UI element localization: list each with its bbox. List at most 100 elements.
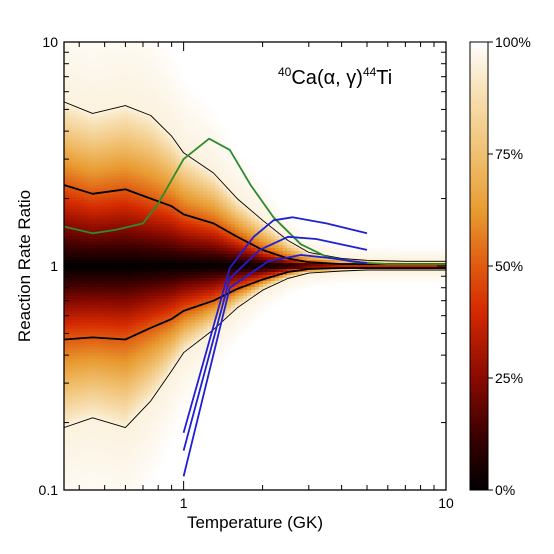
colorbar-tick-label: 75% xyxy=(495,146,523,162)
density-column xyxy=(434,42,439,490)
density-column xyxy=(163,42,169,490)
density-column xyxy=(115,42,121,490)
density-column xyxy=(430,42,435,490)
density-column xyxy=(334,42,340,490)
density-column xyxy=(103,42,109,490)
density-column xyxy=(175,42,180,490)
x-axis-ticks: 1 10 xyxy=(78,42,454,511)
density-column xyxy=(358,42,364,490)
y-axis-label: Reaction Rate Ratio xyxy=(15,190,34,342)
colorbar xyxy=(469,41,489,491)
density-column xyxy=(171,42,177,490)
density-column xyxy=(310,42,316,490)
density-column xyxy=(274,42,280,490)
density-column xyxy=(91,42,97,490)
density-column xyxy=(203,42,208,490)
density-column xyxy=(302,42,308,490)
density-column xyxy=(294,42,300,490)
density-column xyxy=(255,42,260,490)
density-column xyxy=(199,42,204,490)
contour-outer-lower xyxy=(64,269,446,429)
density-column xyxy=(438,42,443,490)
density-column xyxy=(83,42,89,490)
density-column xyxy=(215,42,220,490)
colorbar-tick-label: 50% xyxy=(495,258,523,274)
density-column xyxy=(342,42,348,490)
contour-inner-upper xyxy=(64,184,446,266)
density-column xyxy=(354,42,360,490)
density-column xyxy=(187,42,192,490)
y-tick-label: 0.1 xyxy=(39,482,59,498)
density-column xyxy=(223,42,228,490)
y-tick-label: 10 xyxy=(42,34,58,50)
density-column xyxy=(143,42,149,490)
density-column xyxy=(422,42,427,490)
density-column xyxy=(350,42,356,490)
density-column xyxy=(258,42,264,490)
contour-inner-lower xyxy=(64,267,446,341)
x-axis-label: Temperature (GK) xyxy=(187,513,323,532)
density-column xyxy=(147,42,153,490)
density-column xyxy=(239,42,244,490)
series-line-2 xyxy=(182,216,368,434)
density-column xyxy=(314,42,320,490)
colorbar-ticks: 0% 25% 50% 75% 100% xyxy=(488,34,531,498)
density-column xyxy=(406,42,411,490)
density-column xyxy=(179,42,184,490)
density-column xyxy=(362,42,368,490)
density-column xyxy=(191,42,196,490)
density-column xyxy=(67,42,73,490)
density-column xyxy=(131,42,137,490)
density-column xyxy=(282,42,288,490)
density-column xyxy=(167,42,173,490)
density-column xyxy=(211,42,216,490)
colorbar-tick-label: 100% xyxy=(495,34,531,50)
density-column xyxy=(394,42,399,490)
reaction-annotation: 40Ca(α, γ)44Ti xyxy=(278,65,392,89)
density-column xyxy=(346,42,352,490)
density-column xyxy=(135,42,141,490)
density-column xyxy=(87,42,93,490)
density-column xyxy=(322,42,328,490)
density-column xyxy=(378,42,383,490)
density-column xyxy=(410,42,415,490)
contour-outer-upper xyxy=(64,101,446,262)
density-column xyxy=(79,42,85,490)
density-column xyxy=(155,42,161,490)
series-line-3 xyxy=(182,235,368,451)
density-column xyxy=(75,42,81,490)
density-column xyxy=(159,42,165,490)
density-column xyxy=(123,42,129,490)
density-column xyxy=(374,42,379,490)
density-column xyxy=(139,42,145,490)
density-column xyxy=(286,42,292,490)
density-column xyxy=(270,42,276,490)
density-column xyxy=(418,42,423,490)
colorbar-tick-label: 25% xyxy=(495,370,523,386)
density-column xyxy=(151,42,157,490)
density-column xyxy=(99,42,105,490)
density-column xyxy=(330,42,336,490)
density-column xyxy=(338,42,344,490)
density-column xyxy=(107,42,113,490)
density-column xyxy=(266,42,272,490)
series-line-4 xyxy=(182,254,368,477)
density-column xyxy=(207,42,212,490)
density-column xyxy=(306,42,312,490)
density-column xyxy=(111,42,117,490)
series-lines xyxy=(64,137,446,477)
y-axis-ticks: 0.1 1 10 xyxy=(39,34,446,498)
density-column xyxy=(386,42,391,490)
x-tick-label: 1 xyxy=(180,495,188,511)
density-column xyxy=(71,42,77,490)
y-tick-label: 1 xyxy=(50,258,58,274)
density-column xyxy=(402,42,407,490)
density-column xyxy=(262,42,268,490)
colorbar-tick-label: 0% xyxy=(495,482,515,498)
density-column xyxy=(326,42,332,490)
density-column xyxy=(247,42,252,490)
density-column xyxy=(251,42,256,490)
density-column xyxy=(382,42,387,490)
density-column xyxy=(318,42,324,490)
density-column xyxy=(95,42,101,490)
